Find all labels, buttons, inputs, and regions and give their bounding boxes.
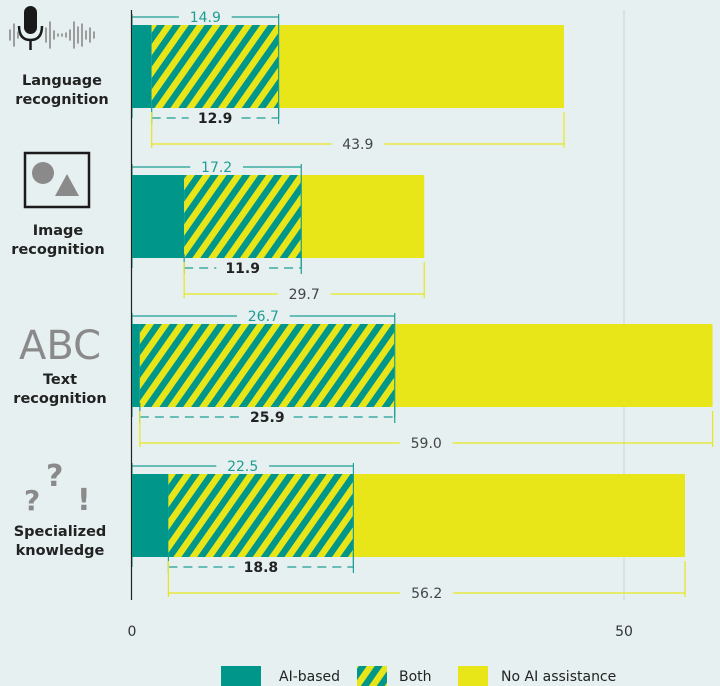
bottom-bracket-language-label: 43.9 [342,137,373,153]
svg-text:!: ! [77,483,91,518]
bar-both-image [184,175,302,258]
svg-text:?: ? [46,459,63,494]
middle-bracket-text-label: 25.9 [250,410,285,426]
microphone-waveform-icon [9,6,95,50]
bar-ai-based-image [132,175,185,258]
category-label-text-line2: recognition [13,391,106,407]
middle-bracket-specialized-label: 18.8 [244,560,279,576]
bottom-bracket-specialized-label: 56.2 [411,586,442,602]
question-exclamation-icon: ? ? ! [24,459,91,518]
top-bracket-specialized-label: 22.5 [227,459,258,475]
top-bracket-language-label: 14.9 [190,10,221,26]
bar-both-specialized [168,474,354,557]
category-label-language-line2: recognition [15,92,108,108]
top-bracket-image-label: 17.2 [201,160,232,176]
category-label-language-line1: Language [22,73,102,89]
middle-bracket-language-label: 12.9 [198,111,233,127]
legend-label-ai-based: AI-based [279,669,340,685]
bar-no-ai-language [278,25,564,108]
bar-no-ai-text [394,324,713,407]
category-label-image-line2: recognition [11,242,104,258]
category-label-specialized-line1: Specialized [14,524,107,540]
bottom-bracket-text-label: 59.0 [411,436,442,452]
legend-label-both: Both [399,669,432,685]
legend: AI-based Both No AI assistance [221,666,616,686]
bar-both-text [139,324,395,407]
x-tick-0: 0 [128,624,137,640]
image-shapes-icon [23,151,91,209]
bar-no-ai-specialized [353,474,686,557]
legend-swatch-no-ai [458,666,488,686]
bar-ai-based-text [132,324,140,407]
svg-text:?: ? [24,484,40,517]
category-label-text-line1: Text [43,372,77,388]
top-bracket-text-label: 26.7 [248,309,279,325]
legend-swatch-ai-based [221,666,261,686]
legend-swatch-both [357,666,387,686]
category-label-specialized-line2: knowledge [16,543,105,559]
bars-layer: 14.9 12.9 43.9 17.2 11.9 29.7 26.7 25.9 59.0 22.5… [131,10,714,602]
abc-text-icon: ABC [19,323,101,369]
bar-ai-based-specialized [132,474,169,557]
bar-ai-based-language [132,25,152,108]
category-label-image-line1: Image [33,223,84,239]
x-tick-50: 50 [615,624,633,640]
middle-bracket-image-label: 11.9 [225,261,260,277]
bar-both-language [151,25,279,108]
bar-no-ai-image [301,175,425,258]
bottom-bracket-image-label: 29.7 [289,287,320,303]
legend-label-no-ai: No AI assistance [501,669,616,685]
